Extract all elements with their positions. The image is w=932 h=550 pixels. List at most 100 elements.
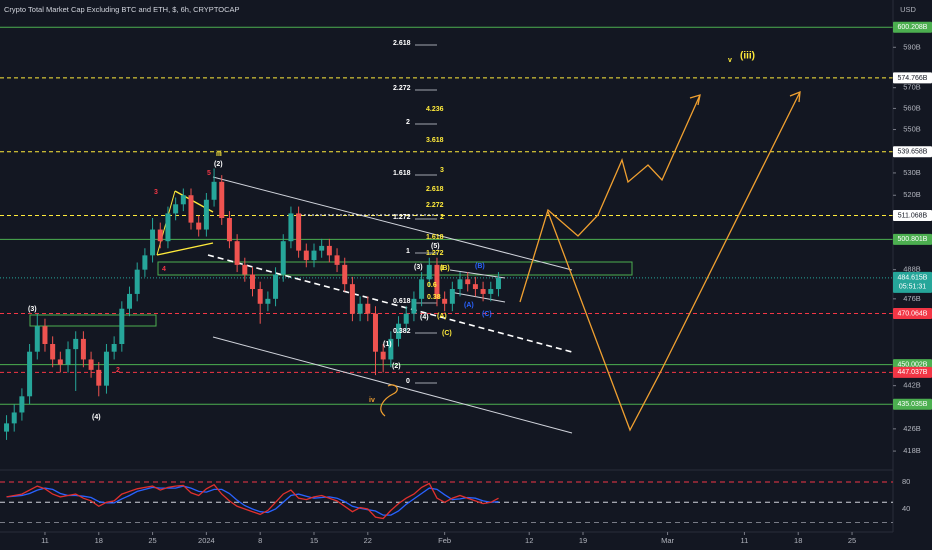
level-label: 500.801B — [898, 236, 928, 243]
candle-body — [173, 204, 179, 214]
candle-body — [288, 213, 294, 242]
candle-body — [96, 369, 102, 386]
chart-title: Crypto Total Market Cap Excluding BTC an… — [4, 5, 240, 14]
candle-body — [196, 222, 202, 230]
candle-body — [234, 241, 240, 265]
y-tick-label: 426B — [903, 424, 921, 433]
candle-body — [411, 298, 417, 314]
mid-line — [207, 254, 573, 353]
annotation: 2 — [406, 119, 410, 126]
candle-body — [219, 181, 225, 219]
candle-body — [11, 412, 17, 424]
candle-body — [150, 229, 156, 256]
y-tick-label: 476B — [903, 294, 921, 303]
y-tick-label: 560B — [903, 103, 921, 112]
y-tick-label: 418B — [903, 446, 921, 455]
annotation: (C) — [482, 311, 492, 318]
candle-body — [396, 323, 402, 339]
y-tick-label: 570B — [903, 83, 921, 92]
osc-line — [6, 482, 499, 520]
x-tick-label: Mar — [661, 536, 674, 545]
x-tick-label: 8 — [258, 536, 262, 545]
trend-line — [449, 291, 506, 303]
candle-body — [319, 245, 325, 251]
level-label: 470.064B — [898, 310, 928, 317]
annotation: (A) — [464, 302, 474, 309]
candle-body — [242, 264, 248, 275]
annotation: 1 — [440, 265, 444, 272]
oscillator: 80 40 — [0, 477, 910, 523]
annotation: 3 — [440, 167, 444, 174]
annotation: (iii) — [740, 51, 755, 62]
x-tick-label: 11 — [41, 536, 49, 545]
candle-body — [27, 351, 33, 397]
x-tick-label: Feb — [438, 536, 451, 545]
x-tick-label: 22 — [364, 536, 372, 545]
x-tick-label: 25 — [148, 536, 156, 545]
x-tick-label: 12 — [525, 536, 533, 545]
arrow-head — [689, 94, 701, 106]
candle-body — [50, 343, 56, 360]
x-tick-label: 15 — [310, 536, 318, 545]
annotation: (A) — [437, 313, 447, 320]
projection-path — [547, 91, 801, 432]
drawings — [29, 90, 801, 434]
fib-ticks — [415, 44, 437, 384]
annotation: (3) — [28, 306, 37, 313]
candle-body — [495, 277, 501, 290]
level-label-bg — [893, 146, 932, 158]
triangle-line — [156, 242, 214, 256]
annotation: (C) — [442, 330, 452, 337]
level-label: 450.002B — [898, 361, 928, 368]
annotation: iv — [369, 397, 375, 404]
level-label: 600.208B — [898, 24, 928, 31]
candle-body — [296, 213, 302, 251]
arrow-head — [789, 90, 801, 103]
level-label-bg — [893, 233, 932, 245]
candle-body — [4, 423, 10, 432]
candles — [4, 168, 501, 440]
level-label-bg — [893, 398, 932, 410]
candle-body — [357, 303, 363, 314]
annotation: 0.382 — [393, 328, 411, 335]
candle-body — [142, 255, 148, 270]
annotation: (3) — [414, 264, 423, 271]
candle-body — [365, 303, 371, 314]
zone-box — [29, 314, 157, 327]
y-tick-label: 520B — [903, 190, 921, 199]
level-label-bg — [893, 72, 932, 84]
candle-body — [303, 250, 309, 261]
annotation: (2) — [214, 161, 223, 168]
candle-body — [188, 195, 194, 223]
annotation: 3 — [154, 189, 158, 196]
annotation: 1.618 — [426, 234, 444, 241]
candle-body — [265, 298, 271, 304]
zone-box — [157, 261, 633, 276]
candle-body — [103, 351, 109, 386]
last-price-bg — [893, 271, 932, 293]
candle-body — [434, 264, 440, 299]
candle-body — [111, 343, 117, 352]
candle-body — [65, 349, 71, 365]
candle-body — [403, 313, 409, 324]
y-tick-label: 488B — [903, 265, 921, 274]
trend-line — [449, 269, 506, 279]
annotation: 0.618 — [393, 298, 411, 305]
annotation: (1) — [383, 341, 392, 348]
candle-body — [211, 181, 217, 200]
candle-body — [326, 245, 332, 256]
annotation: (4) — [420, 314, 429, 321]
x-tick-label: 18 — [794, 536, 802, 545]
y-tick-label: 530B — [903, 168, 921, 177]
candle-body — [449, 289, 455, 304]
candle-body — [257, 289, 263, 304]
x-tick-label: 11 — [741, 536, 749, 545]
annotation: iii — [216, 151, 222, 158]
candle-body — [273, 274, 279, 299]
annotation: 0.6 — [427, 282, 437, 289]
x-tick-label: 19 — [579, 536, 587, 545]
level-label: 447.037B — [898, 369, 928, 376]
candle-body — [388, 338, 394, 360]
y-tick-label: 442B — [903, 381, 921, 390]
